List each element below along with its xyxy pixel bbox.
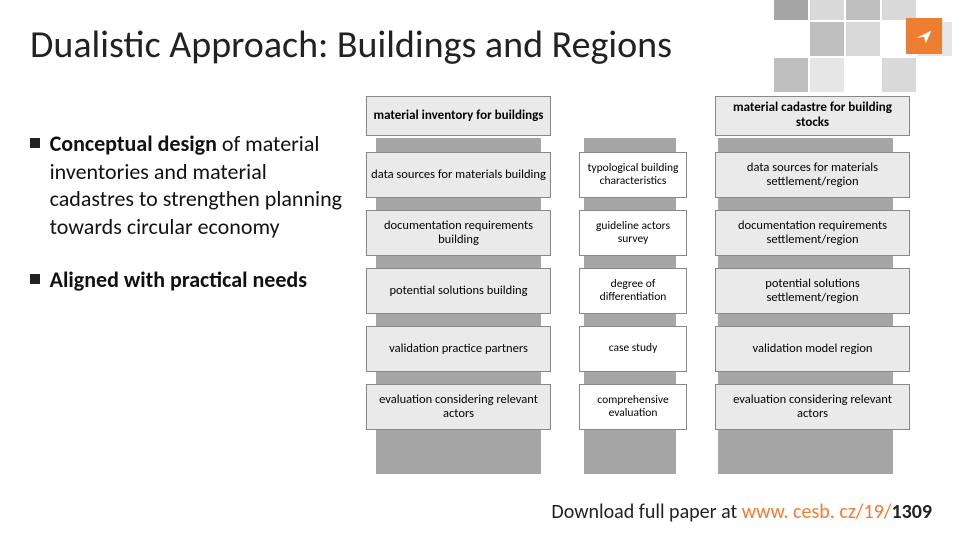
corner-square (846, 0, 880, 20)
footer: Download full paper at www. cesb. cz/19/… (0, 500, 932, 524)
diagram-cell-right: data sources for materials settlement/re… (715, 152, 910, 198)
diagram-header-left: material inventory for buildings (366, 96, 551, 136)
bullet-list: Conceptual design of material inventorie… (30, 130, 360, 494)
bullet-marker-icon (30, 274, 40, 284)
page-title: Dualistic Approach: Buildings and Region… (30, 22, 672, 68)
diagram: material inventory for buildings materia… (360, 130, 940, 494)
bullet-marker-icon (30, 138, 40, 148)
diagram-cell-left: potential solutions building (366, 268, 551, 314)
bullet-text: Aligned with practical needs (50, 266, 350, 294)
diagram-rows: material inventory for buildings materia… (360, 130, 940, 442)
corner-square (810, 0, 844, 20)
corner-square (882, 58, 916, 92)
corner-square (810, 58, 844, 92)
diagram-cell-mid: guideline actors survey (579, 210, 687, 256)
corner-square (846, 22, 880, 56)
corner-decoration (760, 0, 960, 110)
diagram-header-right: material cadastre for building stocks (715, 96, 910, 136)
diagram-cell-left: validation practice partners (366, 326, 551, 372)
diagram-row: evaluation considering relevant actors co… (360, 384, 940, 430)
diagram-cell-mid: degree of differentiation (579, 268, 687, 314)
bullet-item: Conceptual design of material inventorie… (30, 130, 350, 240)
diagram-row: data sources for materials building typol… (360, 152, 940, 198)
bullet-bold: Aligned with practical needs (50, 266, 307, 293)
corner-square (810, 22, 844, 56)
logo-icon (906, 18, 942, 54)
diagram-cell-left: evaluation considering relevant actors (366, 384, 551, 430)
bullet-text: Conceptual design of material inventorie… (50, 130, 350, 240)
diagram-header-spacer (579, 96, 687, 136)
diagram-header-row: material inventory for buildings materia… (360, 96, 940, 136)
bullet-item: Aligned with practical needs (30, 266, 350, 294)
corner-square (774, 0, 808, 20)
diagram-cell-right: evaluation considering relevant actors (715, 384, 910, 430)
diagram-cell-right: validation model region (715, 326, 910, 372)
diagram-cell-left: documentation requirements building (366, 210, 551, 256)
footer-suffix: 1309 (891, 500, 932, 524)
diagram-row: validation practice partners case study va… (360, 326, 940, 372)
footer-link[interactable]: www. cesb. cz/19/ (742, 500, 892, 524)
corner-square (882, 0, 916, 20)
diagram-row: potential solutions building degree of di… (360, 268, 940, 314)
footer-prefix: Download full paper at (551, 500, 741, 524)
diagram-cell-right: documentation requirements settlement/re… (715, 210, 910, 256)
corner-square (774, 58, 808, 92)
diagram-cell-right: potential solutions settlement/region (715, 268, 910, 314)
diagram-cell-mid: case study (579, 326, 687, 372)
diagram-cell-mid: comprehensive evaluation (579, 384, 687, 430)
diagram-cell-left: data sources for materials building (366, 152, 551, 198)
diagram-cell-mid: typological building characteristics (579, 152, 687, 198)
bullet-bold: Conceptual design (50, 130, 217, 157)
diagram-row: documentation requirements building guide… (360, 210, 940, 256)
content-area: Conceptual design of material inventorie… (30, 130, 940, 494)
